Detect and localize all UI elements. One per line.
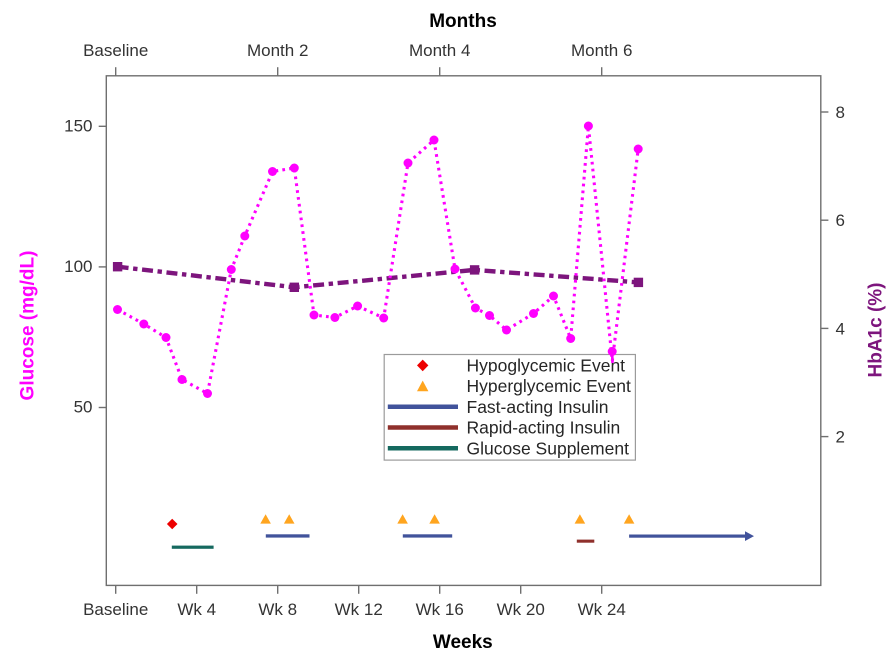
svg-text:8: 8 — [836, 103, 845, 122]
svg-text:Weeks: Weeks — [433, 632, 493, 653]
svg-text:Hypoglycemic Event: Hypoglycemic Event — [467, 356, 626, 376]
svg-text:Month 6: Month 6 — [571, 41, 632, 60]
svg-text:150: 150 — [64, 117, 92, 136]
svg-text:Baseline: Baseline — [83, 600, 148, 619]
svg-text:HbA1c (%): HbA1c (%) — [866, 282, 887, 377]
svg-text:4: 4 — [836, 319, 845, 338]
svg-text:50: 50 — [74, 398, 93, 417]
svg-text:Months: Months — [429, 11, 497, 32]
svg-text:Glucose Supplement: Glucose Supplement — [467, 438, 630, 458]
svg-text:6: 6 — [836, 211, 845, 230]
svg-text:2: 2 — [836, 428, 845, 447]
svg-text:100: 100 — [64, 257, 92, 276]
svg-text:Wk 4: Wk 4 — [177, 600, 216, 619]
svg-text:Wk 24: Wk 24 — [578, 600, 626, 619]
svg-text:Month 4: Month 4 — [409, 41, 470, 60]
svg-text:Wk 8: Wk 8 — [258, 600, 297, 619]
svg-text:Rapid-acting Insulin: Rapid-acting Insulin — [467, 418, 621, 438]
svg-text:Hyperglycemic Event: Hyperglycemic Event — [467, 376, 631, 396]
svg-text:Wk 12: Wk 12 — [335, 600, 383, 619]
svg-text:Wk 16: Wk 16 — [416, 600, 464, 619]
svg-text:Glucose (mg/dL): Glucose (mg/dL) — [18, 251, 39, 401]
svg-text:Wk 20: Wk 20 — [497, 600, 545, 619]
svg-text:Fast-acting Insulin: Fast-acting Insulin — [467, 397, 609, 417]
svg-text:Baseline: Baseline — [83, 41, 148, 60]
svg-text:Month 2: Month 2 — [247, 41, 308, 60]
